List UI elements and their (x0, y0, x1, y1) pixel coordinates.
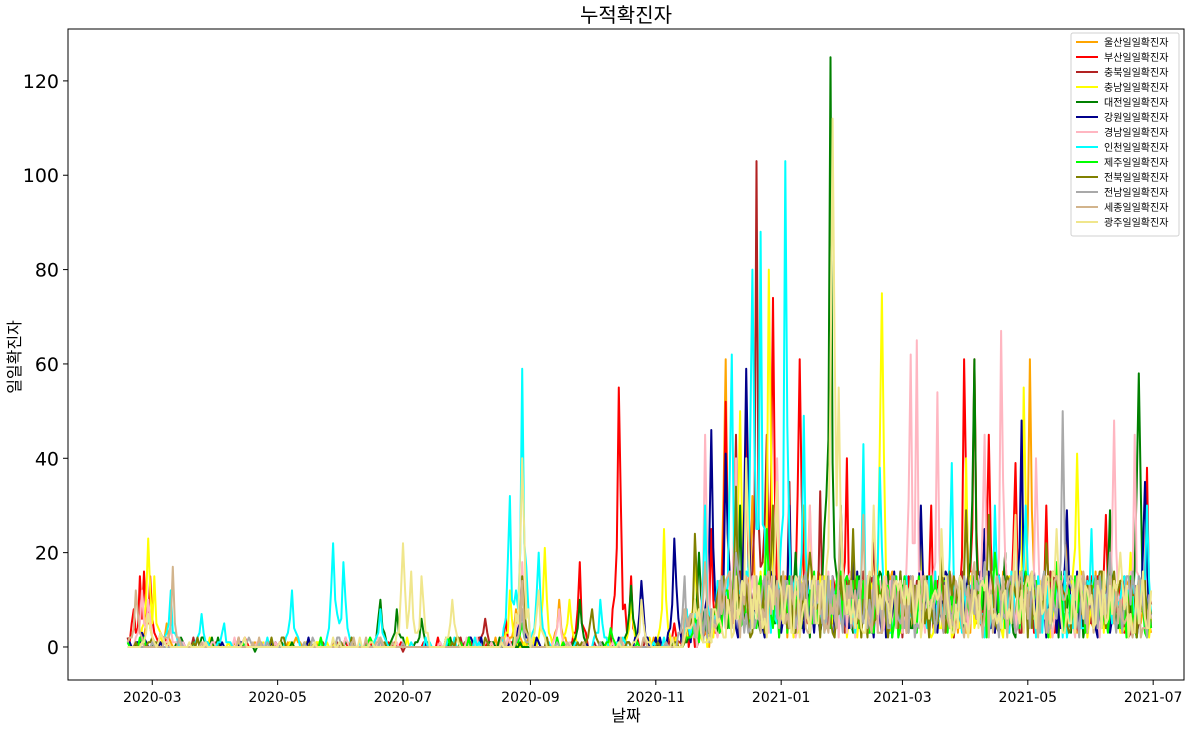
y-tick-label: 20 (35, 543, 59, 565)
y-tick-label: 120 (23, 71, 59, 93)
x-axis-label: 날짜 (611, 706, 641, 725)
legend-box (1070, 32, 1180, 237)
legend-label: 충북일일확진자 (1104, 67, 1168, 79)
y-tick-label: 100 (23, 165, 59, 187)
y-tick-label: 0 (47, 637, 59, 659)
y-axis-label: 일일확진자 (5, 320, 24, 394)
x-tick-label: 2021-07 (1124, 690, 1183, 706)
y-tick-label: 60 (35, 354, 59, 376)
x-tick-label: 2020-09 (501, 690, 560, 706)
plot-frame (67, 28, 1185, 681)
x-tick-label: 2021-01 (752, 690, 811, 706)
legend-label: 충남일일확진자 (1104, 82, 1168, 94)
x-tick-label: 2020-05 (248, 690, 307, 706)
legend-label: 인천일일확진자 (1104, 142, 1168, 154)
x-tick-label: 2020-03 (123, 690, 182, 706)
series-layer (126, 56, 1153, 653)
y-axis: 0 20 40 60 80 100 120 (23, 71, 68, 659)
legend: 울산일일확진자부산일일확진자충북일일확진자충남일일확진자대전일일확진자강원일일확… (1070, 32, 1180, 237)
legend-label: 울산일일확진자 (1104, 37, 1168, 49)
legend-label: 제주일일확진자 (1104, 157, 1168, 169)
x-tick-label: 2021-03 (873, 690, 932, 706)
y-tick-label: 80 (35, 260, 59, 282)
legend-label: 세종일일확진자 (1104, 202, 1168, 214)
x-tick-label: 2020-11 (627, 690, 686, 706)
legend-label: 전북일일확진자 (1104, 172, 1168, 184)
legend-label: 강원일일확진자 (1104, 112, 1168, 124)
legend-label: 부산일일확진자 (1104, 52, 1168, 64)
x-tick-label: 2021-05 (999, 690, 1058, 706)
legend-label: 광주일일확진자 (1104, 217, 1168, 229)
series-line (127, 117, 1153, 648)
legend-label: 경남일일확진자 (1104, 126, 1168, 139)
legend-label: 전남일일확진자 (1104, 187, 1168, 199)
y-tick-label: 40 (35, 448, 59, 470)
x-axis: 2020-03 2020-05 2020-07 2020-09 2020-11 2021-… (123, 680, 1182, 706)
chart-title: 누적확진자 (580, 3, 672, 27)
legend-label: 대전일일확진자 (1104, 97, 1168, 109)
x-tick-label: 2020-07 (374, 690, 433, 706)
